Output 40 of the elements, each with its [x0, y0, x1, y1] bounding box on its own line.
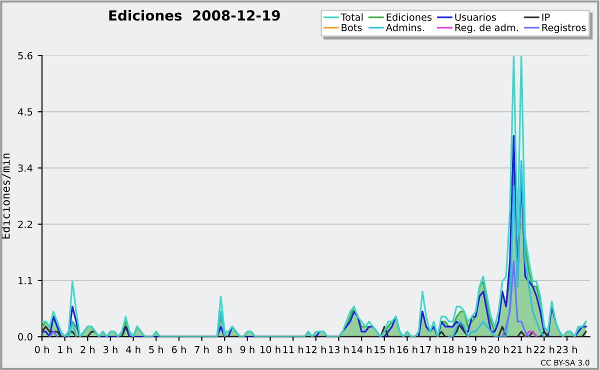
legend-label: Ediciones: [386, 13, 432, 21]
chart-title: Ediciones 2008-12-19: [109, 10, 280, 21]
y-tick-label: 2.2: [18, 220, 32, 228]
x-tick-label: 12 h: [306, 346, 326, 354]
legend-label: Registros: [542, 24, 586, 34]
x-tick-label: 13 h: [328, 346, 349, 354]
x-tick-label: 7 h: [194, 346, 209, 354]
x-tick-label: 3 h: [104, 346, 118, 354]
x-tick-label: 2 h: [80, 346, 95, 354]
x-tick-label: 10 h: [260, 346, 280, 354]
x-tick-label: 5 h: [149, 346, 164, 354]
y-tick-label: 1.1: [18, 277, 32, 284]
legend-label: IP: [542, 14, 550, 21]
legend-label: Reg. de adm.: [455, 24, 518, 34]
x-tick-label: 0 h: [34, 346, 49, 354]
x-tick-label: 1 h: [58, 346, 72, 354]
x-tick-label: 9 h: [240, 346, 254, 354]
legend-label: Total: [340, 13, 363, 21]
x-tick-label: 4 h: [126, 346, 140, 354]
x-tick-label: 19 h: [466, 346, 486, 354]
x-tick-label: 21 h: [511, 346, 532, 354]
x-tick-label: 20 h: [488, 346, 508, 354]
x-tick-label: 17 h: [420, 346, 440, 354]
x-tick-label: 14 h: [352, 346, 372, 354]
x-tick-label: 18 h: [443, 346, 463, 354]
y-tick-label: 3.4: [18, 164, 32, 172]
legend-label: Usuarios: [455, 13, 496, 21]
x-tick-label: 8 h: [218, 346, 232, 354]
y-tick-label: 5.6: [18, 52, 32, 60]
x-tick-label: 6 h: [172, 346, 186, 354]
x-tick-label: 11 h: [283, 346, 304, 354]
y-axis-title: Ediciones/min: [1, 154, 11, 239]
legend-label: Admins.: [386, 24, 424, 32]
y-tick-label: 0.0: [18, 333, 32, 341]
x-tick-label: 23 h: [556, 346, 577, 354]
x-tick-label: 16 h: [397, 346, 418, 354]
x-tick-label: 15 h: [374, 346, 394, 354]
y-tick-label: 4.5: [18, 108, 32, 116]
legend-label: Bots: [342, 24, 362, 32]
x-tick-label: 22 h: [534, 346, 554, 354]
